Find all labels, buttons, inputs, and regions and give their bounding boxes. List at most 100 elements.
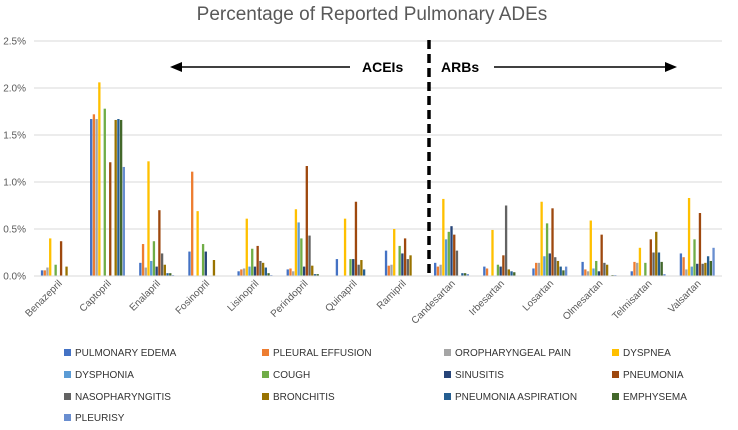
x-tick-label: Perindopril (269, 278, 311, 320)
legend-swatch (444, 371, 451, 378)
bar-series-group (40, 82, 715, 277)
bar (540, 201, 543, 276)
y-tick-label: 2.0% (3, 84, 26, 95)
acei-label: ACEIs (362, 59, 403, 75)
legend-item: PLEURAL EFFUSION (262, 348, 372, 359)
y-tick-label: 1.0% (3, 178, 26, 189)
bar (551, 208, 554, 276)
bar (603, 262, 606, 276)
bar (59, 241, 63, 276)
bar (191, 171, 194, 276)
x-tick-label: Fosinopril (174, 278, 212, 316)
bar (502, 255, 505, 276)
bar (581, 261, 584, 276)
bar (548, 253, 551, 276)
series-emphysema (119, 119, 712, 277)
x-tick-label: Quinapril (323, 278, 359, 314)
legend-swatch (444, 393, 451, 400)
bar (204, 251, 207, 276)
legend: PULMONARY EDEMA PLEURAL EFFUSION OROPHARYN… (64, 348, 687, 424)
x-tick-label: Ramipril (375, 278, 409, 312)
bar (633, 261, 636, 276)
bar (401, 253, 404, 276)
legend-item: PLEURISY (64, 413, 125, 424)
legend-item: SINUSITIS (444, 370, 504, 381)
bar (706, 256, 710, 276)
legend-label: NASOPHARYNGITIS (75, 392, 171, 403)
x-tick-label: Olmesartan (561, 278, 605, 322)
bar (649, 239, 652, 276)
arb-label: ARBs (441, 59, 479, 75)
bar (354, 201, 358, 276)
bar (335, 259, 339, 276)
bar (644, 262, 647, 276)
bar (109, 162, 112, 276)
arb-arrow-head (665, 62, 677, 72)
bar (652, 252, 655, 276)
bar (595, 260, 598, 276)
bar (444, 239, 448, 276)
bar (289, 268, 292, 276)
bar (245, 218, 248, 276)
legend-item: PNEUMONIA (612, 370, 684, 381)
bar (297, 222, 300, 276)
bar (357, 264, 360, 276)
bar (349, 259, 352, 276)
bar (316, 274, 319, 276)
bar (65, 266, 68, 276)
bar (267, 273, 270, 276)
legend-swatch (262, 349, 269, 356)
bar (693, 239, 696, 276)
legend-item: NASOPHARYNGITIS (64, 392, 171, 403)
bar (248, 266, 251, 276)
bar (141, 244, 145, 276)
bar (300, 238, 303, 276)
bar (90, 119, 93, 277)
bar (49, 238, 52, 276)
bar (507, 269, 510, 276)
legend-label: PNEUMONIA ASPIRATION (455, 392, 577, 403)
y-tick-label: 1.5% (3, 131, 26, 142)
bar (302, 266, 306, 276)
bar (169, 273, 172, 276)
bar (447, 231, 450, 276)
bar (261, 262, 265, 276)
x-tick-label: Candesartan (410, 278, 458, 326)
bar (491, 229, 494, 276)
legend-item: COUGH (262, 370, 310, 381)
bar (463, 273, 467, 276)
legend-swatch (64, 393, 71, 400)
bar (305, 166, 308, 276)
bar (237, 271, 240, 276)
x-tick-label: Losartan (521, 278, 556, 313)
bar (510, 271, 513, 276)
bar (311, 265, 314, 276)
series-dyspnea (49, 82, 691, 276)
bar (660, 261, 663, 276)
series-pneumonia-aspiration (117, 119, 710, 277)
bar (313, 274, 317, 276)
bar (256, 245, 259, 276)
legend-label: PULMONARY EDEMA (75, 348, 177, 359)
y-tick-label: 0.0% (3, 272, 26, 283)
legend-label: EMPHYSEMA (623, 392, 687, 403)
bar (390, 264, 393, 276)
bar (701, 263, 704, 276)
bar (592, 268, 595, 276)
bar (513, 272, 516, 276)
bar (483, 266, 486, 276)
legend-item: EMPHYSEMA (612, 392, 687, 403)
bar (40, 270, 44, 276)
bar (496, 264, 500, 276)
bar (188, 251, 191, 276)
x-tick-label: Irbesartan (467, 278, 507, 318)
bar (286, 269, 289, 276)
bar (150, 260, 153, 276)
bar (406, 259, 409, 276)
bar (556, 260, 560, 276)
bar (54, 264, 57, 276)
legend-item: DYSPHONIA (64, 370, 134, 381)
bar (636, 262, 639, 276)
series-nasopharyngitis (160, 205, 704, 276)
series-pulmonary-edema (40, 119, 683, 277)
